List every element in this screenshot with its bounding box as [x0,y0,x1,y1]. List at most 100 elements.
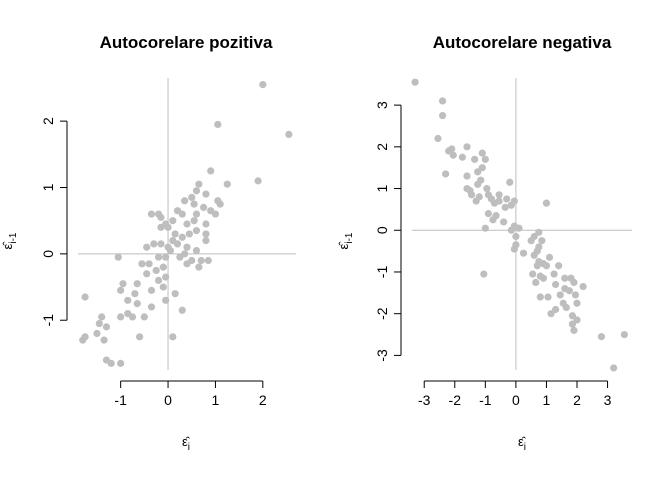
data-point [197,256,205,265]
data-point [545,253,554,261]
data-point [192,246,201,255]
y-tick-label: -1 [40,314,56,327]
data-point [568,320,577,328]
data-point [202,220,210,228]
data-point [535,228,543,236]
data-point [620,330,628,339]
data-point [98,313,106,321]
x-axis-label: ε̂i [182,434,191,453]
data-point [483,184,491,193]
data-point [458,153,467,161]
data-point [480,270,488,278]
data-point [131,290,139,298]
data-point [550,270,558,278]
x-tick-label: 1 [543,392,551,408]
x-tick-label: 0 [512,392,520,408]
y-tick-label: 2 [374,143,390,151]
data-point [102,323,111,331]
chart-title-negative: Autocorelare negativa [433,33,612,52]
data-point [536,293,544,301]
data-point [474,168,482,176]
data-point [259,81,267,89]
data-point [124,296,132,304]
data-point [542,199,551,207]
x-tick-label: 3 [604,392,612,408]
x-tick-label: 0 [164,392,172,408]
data-points [411,78,628,372]
data-point [539,274,547,282]
data-point [507,226,515,234]
data-point [484,209,492,218]
data-point [183,220,191,228]
x-axis-label: ε̂i [518,434,527,453]
y-tick-label: 2 [40,117,56,125]
y-axis-label-main: ε̂ [0,241,15,250]
data-point [573,316,581,324]
x-tick-label: -3 [418,392,431,408]
data-point [143,270,151,278]
data-point [173,240,182,248]
data-point [95,319,103,328]
data-point [474,180,482,188]
data-point [495,191,503,199]
data-point [579,282,587,291]
y-tick-label: -3 [374,349,390,362]
data-point [176,253,184,261]
data-point [570,278,578,286]
y-tick-label: 0 [40,250,56,258]
data-point [527,237,535,245]
data-point [152,266,160,275]
y-axis-label: ε̂i-1 [336,232,355,249]
x-axis-label-sub: i [188,442,190,453]
data-point [503,195,511,203]
data-point [192,227,201,235]
data-point [157,223,165,231]
data-point [195,180,203,188]
data-point [202,190,210,198]
data-point [532,278,540,286]
x-tick-label: -2 [449,392,462,408]
data-point [150,240,158,248]
data-point [183,260,191,268]
data-point [510,245,518,253]
data-point [81,293,89,301]
data-point [147,303,156,311]
data-point [164,223,172,231]
data-point [571,291,580,299]
data-point [147,286,156,294]
y-axis-label: ε̂i-1 [0,232,19,249]
data-point [169,333,177,341]
data-point [478,149,486,157]
data-point [467,191,476,199]
data-point [211,210,220,218]
data-point [138,260,146,268]
data-point [547,310,555,318]
data-point [188,193,196,202]
data-point [481,155,489,163]
data-point [114,253,122,261]
data-point [445,147,453,155]
data-point [542,262,551,270]
data-point [512,232,520,241]
data-point [254,177,262,185]
data-point [573,299,581,307]
x-tick-label: 2 [573,392,581,408]
data-point [472,197,480,205]
y-tick-label: -1 [374,266,390,279]
data-point [183,243,191,251]
data-point [128,313,137,321]
x-tick-label: -1 [479,392,492,408]
x-tick-label: 1 [212,392,220,408]
data-point [117,286,125,294]
data-point [181,197,189,205]
data-point [489,216,497,224]
data-point [140,313,148,321]
y-tick-label: -2 [374,307,390,320]
data-point [562,303,570,312]
data-point [610,364,618,372]
data-point [223,180,231,188]
x-tick-label: 2 [259,392,267,408]
data-point [147,210,156,218]
y-axis-label-main: ε̂ [336,241,351,250]
